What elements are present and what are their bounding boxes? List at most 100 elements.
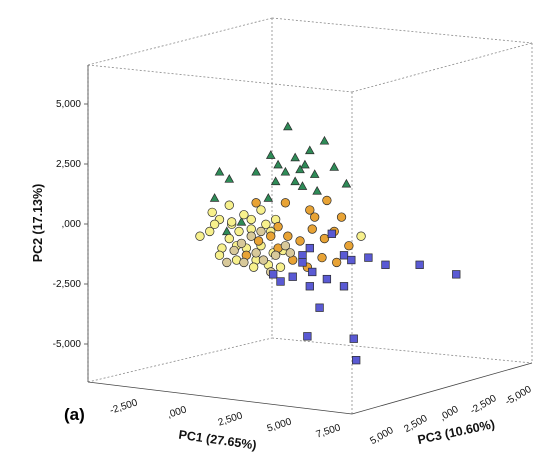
circle-point xyxy=(256,226,266,237)
square-point xyxy=(303,332,312,341)
circle-point xyxy=(239,210,249,220)
square-point xyxy=(364,253,373,262)
square-point xyxy=(352,356,361,365)
y-tick-label: 5,000 xyxy=(56,99,81,110)
circle-point xyxy=(317,252,327,263)
z-tick-label: -5,000 xyxy=(503,384,533,408)
circle-point xyxy=(195,231,205,241)
y-axis-title: PC2 (17.13%) xyxy=(31,184,45,263)
triangle-point xyxy=(283,121,293,131)
triangle-point xyxy=(319,135,330,145)
triangle-point xyxy=(295,164,305,174)
x-axis-line xyxy=(87,381,353,415)
circle-point xyxy=(207,207,217,218)
circle-point xyxy=(305,205,315,215)
circle-point xyxy=(266,231,276,241)
circle-point xyxy=(283,231,293,241)
triangle-point xyxy=(209,193,220,202)
z-axis-line xyxy=(351,362,533,415)
triangle-point xyxy=(273,159,283,169)
circle-point xyxy=(222,257,232,268)
circle-point xyxy=(258,255,269,265)
circle-point xyxy=(249,262,259,272)
square-point xyxy=(288,272,297,281)
circle-point xyxy=(273,222,283,232)
circle-point xyxy=(224,233,234,244)
circle-point xyxy=(336,212,347,222)
x-tick-label: 2,500 xyxy=(217,410,245,428)
y-tick-label: ,000 xyxy=(62,219,82,230)
z-tick-label: ,000 xyxy=(438,404,461,423)
circle-point xyxy=(280,198,291,208)
circle-point xyxy=(310,212,320,222)
circle-point xyxy=(246,231,256,241)
panel-label: (a) xyxy=(64,405,85,424)
circle-point xyxy=(332,257,342,268)
triangle-point xyxy=(290,152,300,162)
z-tick-label: -2,500 xyxy=(468,393,498,417)
square-point xyxy=(381,260,390,269)
circle-point xyxy=(295,236,305,246)
square-point xyxy=(322,274,332,284)
circle-point xyxy=(356,231,366,241)
square-point xyxy=(339,251,349,260)
square-point xyxy=(269,270,278,279)
circle-point xyxy=(236,238,247,248)
circle-point xyxy=(261,219,271,229)
circle-point xyxy=(239,257,249,268)
square-point xyxy=(298,251,307,260)
y-tick-label: 2,500 xyxy=(56,159,81,170)
circle-point xyxy=(234,226,244,237)
square-point xyxy=(452,270,461,279)
triangle-point xyxy=(224,174,235,183)
circle-point xyxy=(253,236,264,246)
triangle-point xyxy=(341,178,352,188)
z-tick-label: 5,000 xyxy=(368,425,396,447)
triangle-point xyxy=(329,162,340,171)
x-tick-label: 7,500 xyxy=(315,422,343,440)
circle-point xyxy=(229,245,239,256)
circle-point xyxy=(227,217,237,227)
square-point xyxy=(308,267,317,277)
circle-point xyxy=(256,205,266,215)
triangle-point xyxy=(270,176,281,186)
data-points xyxy=(195,121,461,365)
circle-point xyxy=(307,224,317,234)
circle-point xyxy=(246,214,256,225)
x-tick-label: 5,000 xyxy=(266,416,294,434)
square-point xyxy=(339,282,349,291)
circle-point xyxy=(209,219,220,229)
x-axis-title: PC1 (27.65%) xyxy=(178,428,258,453)
circle-point xyxy=(285,248,295,258)
circle-point xyxy=(344,241,354,251)
x-tick-label: -2,500 xyxy=(109,397,140,416)
square-point xyxy=(349,334,358,343)
circle-point xyxy=(322,195,332,206)
circle-point xyxy=(280,241,291,251)
triangle-point xyxy=(290,176,300,186)
square-point xyxy=(315,303,324,312)
square-point xyxy=(298,258,307,267)
circle-point xyxy=(319,233,330,244)
triangle-point xyxy=(312,185,322,195)
circle-point xyxy=(205,226,215,237)
triangle-point xyxy=(251,166,261,176)
triangle-point xyxy=(300,159,310,169)
triangle-point xyxy=(214,166,225,176)
triangle-point xyxy=(309,169,320,178)
square-point xyxy=(415,260,424,269)
circle-point xyxy=(251,248,261,258)
triangle-point xyxy=(280,166,291,176)
bounding-box xyxy=(87,17,533,414)
x-tick-label: ,000 xyxy=(166,404,188,421)
triangle-point xyxy=(265,150,276,159)
triangle-point xyxy=(236,216,247,226)
y-tick-label: -5,000 xyxy=(53,339,82,350)
triangle-point xyxy=(263,193,274,202)
square-point xyxy=(305,282,314,291)
square-point xyxy=(327,229,336,238)
square-point xyxy=(276,277,285,286)
circle-point xyxy=(275,262,286,272)
circle-point xyxy=(251,198,261,208)
